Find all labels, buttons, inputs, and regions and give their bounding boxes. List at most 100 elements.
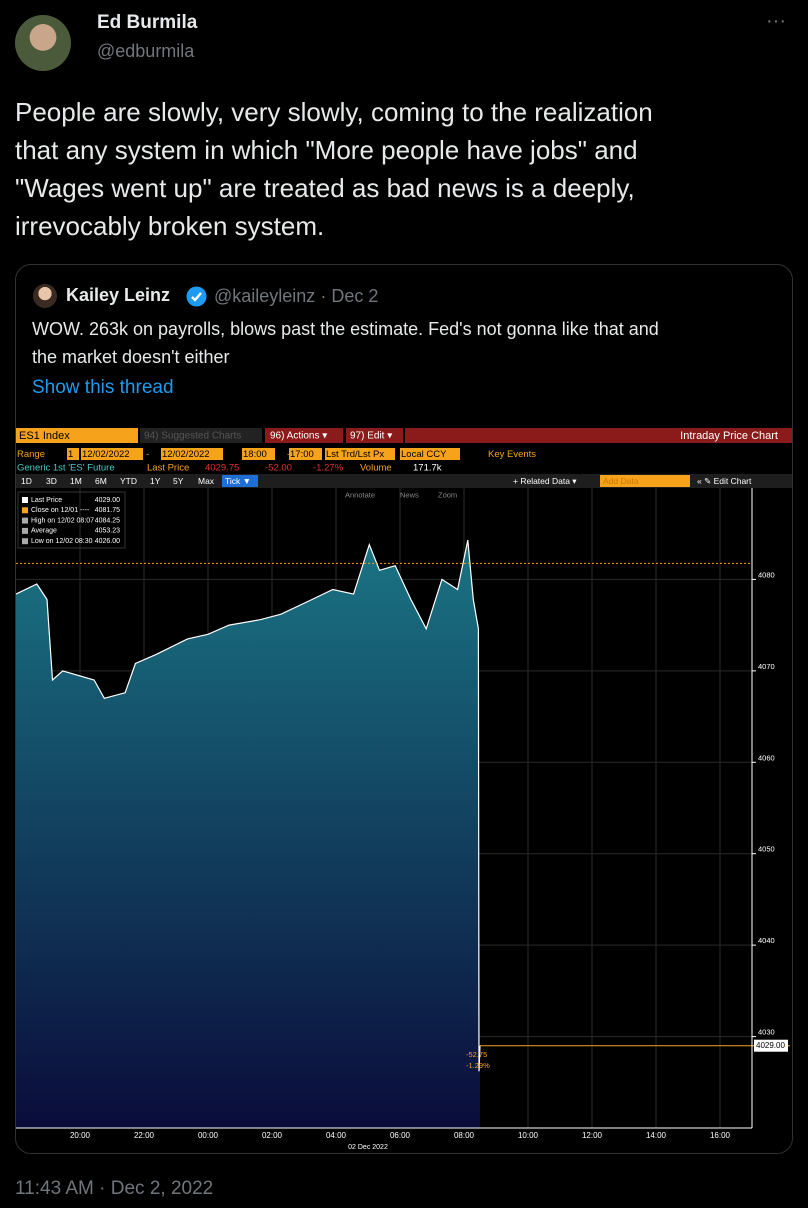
range-button: YTD	[120, 476, 137, 486]
x-tick-label: 00:00	[198, 1131, 219, 1140]
terminal-text: -52.00	[265, 463, 292, 474]
quoted-name: Kailey Leinz	[66, 285, 171, 305]
tweet-text: People are slowly, very slowly, coming t…	[15, 93, 653, 245]
legend-value: 4053.23	[95, 528, 120, 535]
legend-box	[17, 491, 126, 549]
text-line: the market doesn't either	[32, 347, 230, 367]
y-tick-label: 4030	[758, 1028, 775, 1037]
legend-swatch	[22, 517, 28, 524]
date: · Dec 2	[320, 286, 379, 306]
ticker-box	[16, 428, 138, 443]
tick-button	[222, 475, 258, 487]
terminal-text: + Related Data ▾	[513, 476, 577, 486]
terminal-text: -	[287, 449, 290, 460]
field-box	[81, 448, 143, 460]
range-button: 6M	[95, 476, 107, 486]
chart-image: ES1 Index 94) Suggested Charts 96) Actions…	[16, 410, 792, 1153]
range-button: 1M	[70, 476, 82, 486]
terminal-text: 96) Actions ▾	[270, 431, 327, 442]
field-box	[289, 448, 322, 460]
field-box	[325, 448, 395, 460]
terminal-text: 17:00	[290, 449, 314, 460]
legend-label: Close on 12/01 ----	[31, 507, 90, 514]
y-tick-label: 4070	[758, 662, 775, 671]
y-tick-label: 4060	[758, 753, 775, 762]
field-box	[67, 448, 79, 460]
price-tag-box	[754, 1039, 788, 1052]
text-line: "Wages went up" are treated as bad news …	[15, 173, 635, 203]
range-button: 5Y	[173, 476, 184, 486]
quoted-text: WOW. 263k on payrolls, blows past the es…	[32, 315, 659, 371]
suggested-box	[140, 428, 262, 443]
terminal-text: Volume	[360, 463, 392, 474]
y-tick-label: 4040	[758, 936, 775, 945]
x-tick-label: 06:00	[390, 1131, 411, 1140]
change-tag: -52.75	[466, 1050, 487, 1059]
handle: @kaileyleinz	[214, 286, 316, 306]
x-tick-label: 22:00	[134, 1131, 155, 1140]
legend-swatch	[22, 538, 28, 545]
terminal-text: Local CCY	[401, 449, 447, 460]
legend-label: High on 12/02 08:07	[31, 517, 94, 524]
verified-badge	[186, 286, 207, 307]
terminal-text: 12/02/2022	[162, 449, 210, 460]
range-button: 1D	[21, 476, 32, 486]
terminal-text: 94) Suggested Charts	[144, 431, 241, 442]
x-tick-label: 10:00	[518, 1131, 539, 1140]
terminal-text: 97) Edit ▾	[350, 431, 392, 442]
author-name[interactable]: Ed Burmila	[97, 12, 198, 33]
x-tick-label: 08:00	[454, 1131, 475, 1140]
x-tick-label: 04:00	[326, 1131, 347, 1140]
terminal-text: 171.7k	[413, 463, 442, 474]
quoted-tweet[interactable]: Kailey Leinz @kaileyleinz · Dec 2 WOW. 2…	[15, 264, 793, 1154]
terminal-text: Lst Trd/Lst Px	[326, 449, 384, 460]
x-axis-label: 02 Dec 2022	[348, 1144, 388, 1151]
x-tick-label: 02:00	[262, 1131, 283, 1140]
legend-value: 4026.00	[95, 538, 120, 545]
terminal-text: Key Events	[488, 449, 536, 460]
timestamp: 11:43 AM · Dec 2, 2022	[15, 1178, 214, 1199]
chart-tool: Zoom	[438, 490, 457, 499]
area	[16, 540, 480, 1128]
terminal-text: Range	[17, 449, 45, 460]
price-tag: 4029.00	[756, 1041, 785, 1050]
actions-box	[265, 428, 343, 443]
y-tick-label: 4080	[758, 570, 775, 579]
more-button[interactable]: ···	[766, 10, 786, 32]
terminal-text: -1.27%	[313, 463, 344, 474]
line	[16, 539, 481, 1072]
title-bar	[405, 428, 792, 443]
legend-value: 4029.00	[95, 497, 120, 504]
field-box	[400, 448, 460, 460]
range-button: Max	[198, 476, 215, 486]
legend-value: 4084.25	[95, 517, 120, 524]
text-line: WOW. 263k on payrolls, blows past the es…	[32, 319, 659, 339]
text-line: that any system in which "More people ha…	[15, 135, 638, 165]
legend-label: Low on 12/02 08:30	[31, 538, 93, 545]
text-line: People are slowly, very slowly, coming t…	[15, 97, 653, 127]
terminal-text: 12/02/2022	[82, 449, 130, 460]
field-box	[161, 448, 223, 460]
change-tag: -1.29%	[466, 1061, 490, 1070]
avatar[interactable]	[15, 15, 71, 71]
legend-label: Average	[31, 528, 57, 535]
legend-label: Last Price	[31, 497, 62, 504]
x-tick-label: 20:00	[70, 1131, 91, 1140]
terminal-text: 1	[68, 449, 73, 460]
quoted-handle: @kaileyleinz · Dec 2	[214, 286, 378, 307]
legend-swatch	[22, 497, 28, 503]
x-tick-label: 12:00	[582, 1131, 603, 1140]
x-tick-label: 16:00	[710, 1131, 731, 1140]
legend-swatch	[22, 527, 28, 534]
terminal-text: 18:00	[243, 449, 267, 460]
terminal-text: Intraday Price Chart	[680, 430, 778, 442]
x-tick-label: 14:00	[646, 1131, 667, 1140]
quoted-avatar	[33, 284, 57, 308]
field-box	[242, 448, 275, 460]
add-data-box	[600, 475, 690, 487]
show-thread[interactable]: Show this thread	[32, 377, 174, 398]
text-line: irrevocably broken system.	[15, 211, 325, 241]
author-handle[interactable]: @edburmila	[97, 41, 195, 61]
y-tick-label: 4050	[758, 845, 775, 854]
